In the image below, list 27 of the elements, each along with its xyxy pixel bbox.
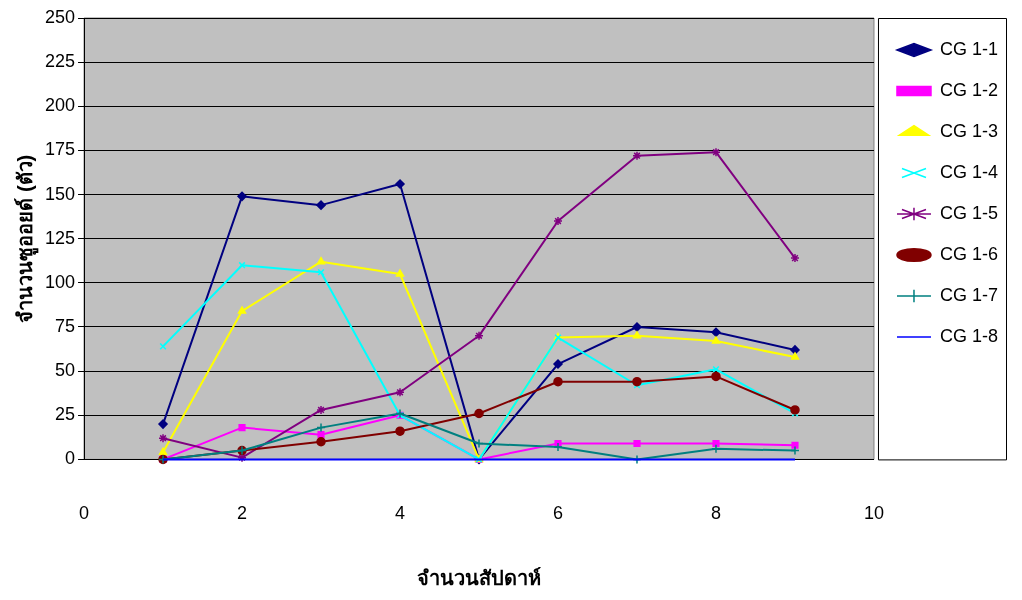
- legend-label: CG 1-6: [939, 243, 999, 264]
- y-tick-label: 125: [44, 227, 76, 248]
- legend-label: CG 1-2: [939, 79, 999, 100]
- legend-label: CG 1-3: [939, 120, 999, 141]
- y-tick-label: 50: [55, 360, 76, 381]
- y-tick-label: 150: [44, 183, 76, 204]
- x-axis-title: จำนวนสัปดาห์: [417, 566, 542, 589]
- x-tick-label: 8: [710, 503, 721, 524]
- y-tick-label: 75: [55, 315, 76, 336]
- y-tick-label: 0: [65, 448, 76, 469]
- x-tick-label: 2: [237, 503, 248, 524]
- y-tick-label: 250: [44, 6, 76, 27]
- legend-label: CG 1-5: [939, 202, 999, 223]
- x-tick-label: 10: [863, 503, 884, 524]
- legend-label: CG 1-1: [939, 38, 999, 59]
- y-tick-label: 100: [44, 271, 76, 292]
- legend-label: CG 1-7: [939, 284, 999, 305]
- y-tick-label: 200: [44, 95, 76, 116]
- legend-label: CG 1-8: [939, 325, 999, 346]
- y-tick-label: 175: [44, 139, 76, 160]
- y-tick-label: 25: [55, 404, 76, 425]
- y-axis-title: จำนวนซูออยด์ (ตัว): [13, 154, 39, 323]
- x-tick-label: 4: [395, 503, 406, 524]
- x-tick-label: 0: [79, 503, 90, 524]
- legend-label: CG 1-4: [939, 161, 999, 182]
- x-tick-label: 6: [553, 503, 564, 524]
- y-tick-label: 225: [44, 51, 76, 72]
